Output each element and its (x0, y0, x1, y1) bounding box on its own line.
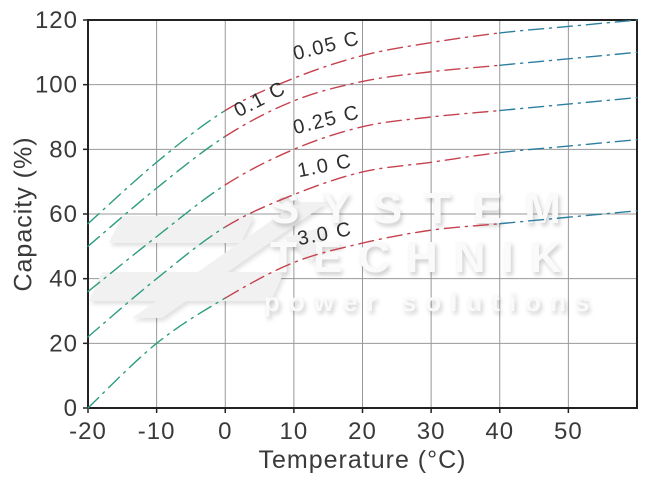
curve-segment (224, 223, 501, 299)
curve-segment (224, 109, 501, 186)
curve-segment (499, 96, 638, 112)
x-tick-label: 0 (218, 418, 232, 445)
curve-1.0C (87, 138, 638, 338)
y-tick-label: 120 (35, 7, 78, 34)
y-tick-label: 100 (35, 72, 78, 99)
curve-segment (87, 297, 226, 409)
y-tick-label: 20 (49, 330, 78, 357)
curve-segment (499, 138, 638, 154)
x-tick-label: 50 (554, 418, 583, 445)
y-tick-label: 60 (49, 201, 78, 228)
curve-segment (87, 226, 226, 338)
curve-label: 0.1 C (231, 77, 290, 122)
curve-segment (87, 135, 226, 248)
curve-segment (499, 19, 638, 34)
curve-0.25C (87, 96, 638, 293)
curve-label: 0.25 C (291, 101, 362, 139)
curve-3.0C (87, 210, 638, 409)
x-tick-label: 40 (485, 418, 514, 445)
x-tick-label: -10 (138, 418, 176, 445)
curve-segment (224, 151, 501, 228)
x-tick-label: 10 (280, 418, 309, 445)
curve-label: 0.05 C (291, 27, 362, 65)
curve-0.05C (87, 19, 638, 225)
y-axis-title: Capacity (%) (9, 136, 38, 292)
y-tick-label: 0 (64, 395, 78, 422)
x-tick-label: 30 (417, 418, 446, 445)
x-tick-label: 20 (348, 418, 377, 445)
curve-label: 3.0 C (296, 218, 354, 250)
curve-segment (87, 184, 226, 293)
curve-segment (499, 210, 638, 225)
x-axis-title: Temperature (°C) (258, 446, 467, 474)
curve-0.1C (87, 51, 638, 248)
curve-segment (224, 32, 501, 112)
curve-label: 1.0 C (296, 150, 354, 182)
y-tick-label: 40 (49, 266, 78, 293)
y-tick-label: 80 (49, 136, 78, 163)
curve-segment (499, 51, 638, 66)
curve-segment (87, 109, 226, 225)
curve-segment (224, 64, 501, 138)
x-tick-label: -20 (69, 418, 107, 445)
